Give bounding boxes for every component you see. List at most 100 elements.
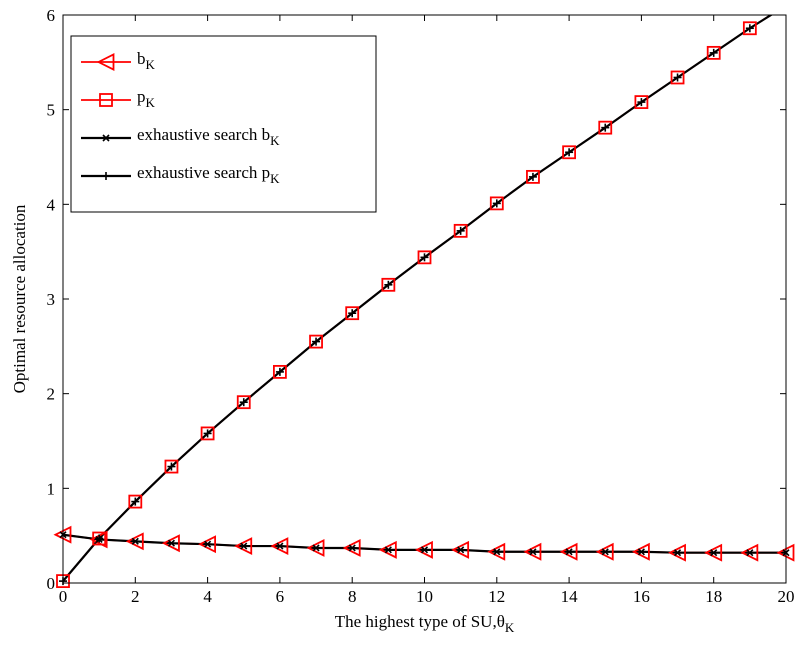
series-2-marker	[637, 548, 645, 556]
series-3-marker	[745, 24, 754, 33]
series-0-marker	[342, 539, 361, 557]
series-0-marker	[523, 542, 542, 561]
series-2-marker	[348, 544, 356, 552]
series-0-marker	[306, 539, 325, 557]
series-0-marker	[234, 537, 253, 556]
series-3-marker	[420, 253, 429, 262]
series-1-marker	[309, 334, 323, 349]
series-2-marker	[131, 537, 139, 545]
series-3-marker	[203, 429, 212, 438]
series-2-marker	[276, 542, 284, 550]
series-2-marker	[240, 542, 248, 550]
series-3-marker	[528, 172, 537, 181]
series-3-marker	[239, 398, 248, 407]
legend-label-subscript: K	[146, 57, 156, 72]
series-0-marker	[704, 543, 723, 562]
series-3-marker	[167, 462, 176, 471]
series-2-marker	[565, 548, 573, 556]
legend-label-subscript: K	[270, 171, 280, 186]
x-tick-label: 16	[633, 587, 650, 606]
series-1-marker	[164, 459, 179, 474]
series-3-marker	[348, 309, 357, 318]
series-2-marker	[204, 540, 212, 548]
series-3-marker	[275, 367, 284, 376]
series-1-marker	[562, 145, 576, 160]
series-1-marker	[634, 95, 649, 109]
series-2-marker	[420, 546, 429, 554]
series-0-marker	[414, 540, 433, 559]
x-axis-label-main: The highest type of SU,θ	[335, 612, 505, 631]
legend-label-subscript: K	[146, 95, 156, 110]
series-0-marker	[270, 537, 289, 556]
plot-markers	[53, 21, 795, 589]
series-1-marker	[742, 21, 757, 36]
series-3-marker	[131, 497, 140, 506]
series-0-marker	[125, 532, 144, 551]
y-tick-label: 1	[47, 479, 56, 498]
series-2-marker	[167, 539, 176, 547]
x-tick-label: 4	[203, 587, 212, 606]
series-1-marker	[670, 70, 685, 85]
series-0-marker	[451, 540, 470, 559]
series-1-marker	[381, 277, 396, 292]
series-3-marker	[384, 280, 393, 289]
legend-box	[70, 35, 377, 213]
series-0-marker	[668, 543, 686, 562]
series-1-marker	[272, 364, 287, 379]
series-1-marker	[128, 494, 143, 509]
series-3-marker	[492, 199, 501, 208]
series-1-marker	[526, 169, 540, 184]
series-1-marker	[706, 45, 721, 60]
series-2-marker	[529, 548, 537, 556]
series-2-marker	[601, 548, 609, 556]
legend-2-marker	[102, 134, 110, 142]
x-tick-label: 14	[561, 587, 579, 606]
x-tick-label: 2	[131, 587, 140, 606]
legend-label-1: pK	[137, 87, 156, 110]
x-tick-label: 12	[488, 587, 505, 606]
legend-3-marker	[102, 172, 110, 180]
y-tick-label: 0	[47, 574, 56, 593]
y-tick-label: 5	[47, 101, 56, 120]
series-2-marker	[384, 546, 392, 554]
series-0-marker	[740, 543, 759, 562]
series-2-marker	[710, 549, 718, 557]
legend-label-main: b	[137, 49, 146, 68]
series-3-marker	[637, 98, 646, 107]
x-tick-label: 6	[276, 587, 285, 606]
legend-label-main: p	[137, 87, 146, 106]
series-2-marker	[457, 546, 465, 554]
y-tick-label: 4	[47, 195, 56, 214]
y-tick-label: 6	[47, 6, 56, 25]
series-0-marker	[487, 542, 506, 561]
legend-label-subscript: K	[270, 133, 280, 148]
legend-label-main: exhaustive search p	[137, 163, 270, 182]
series-2-marker	[312, 544, 320, 552]
series-3-marker	[709, 48, 718, 57]
legend-0-marker	[96, 53, 115, 71]
series-3-marker	[95, 534, 104, 543]
series-0-marker	[161, 534, 180, 553]
series-0-marker	[631, 542, 650, 561]
series-1-marker	[345, 306, 360, 321]
y-tick-label: 3	[47, 290, 56, 309]
x-tick-label: 20	[778, 587, 795, 606]
series-1-marker	[236, 395, 251, 410]
x-tick-label: 18	[705, 587, 722, 606]
series-3-marker	[312, 337, 321, 346]
series-0-marker	[378, 540, 397, 559]
series-2-marker	[493, 548, 501, 556]
series-0-marker	[198, 535, 217, 554]
legend-label-3: exhaustive search pK	[137, 163, 280, 186]
y-axis-label: Optimal resource allocation	[10, 204, 29, 393]
legend-label-0: bK	[137, 49, 156, 72]
series-1-marker	[92, 531, 107, 546]
x-axis-label: The highest type of SU,θK	[335, 612, 515, 635]
series-2-marker	[673, 549, 682, 557]
series-1-marker	[598, 120, 613, 135]
legend-label-2: exhaustive search bK	[137, 125, 280, 148]
series-1-marker	[417, 250, 432, 265]
